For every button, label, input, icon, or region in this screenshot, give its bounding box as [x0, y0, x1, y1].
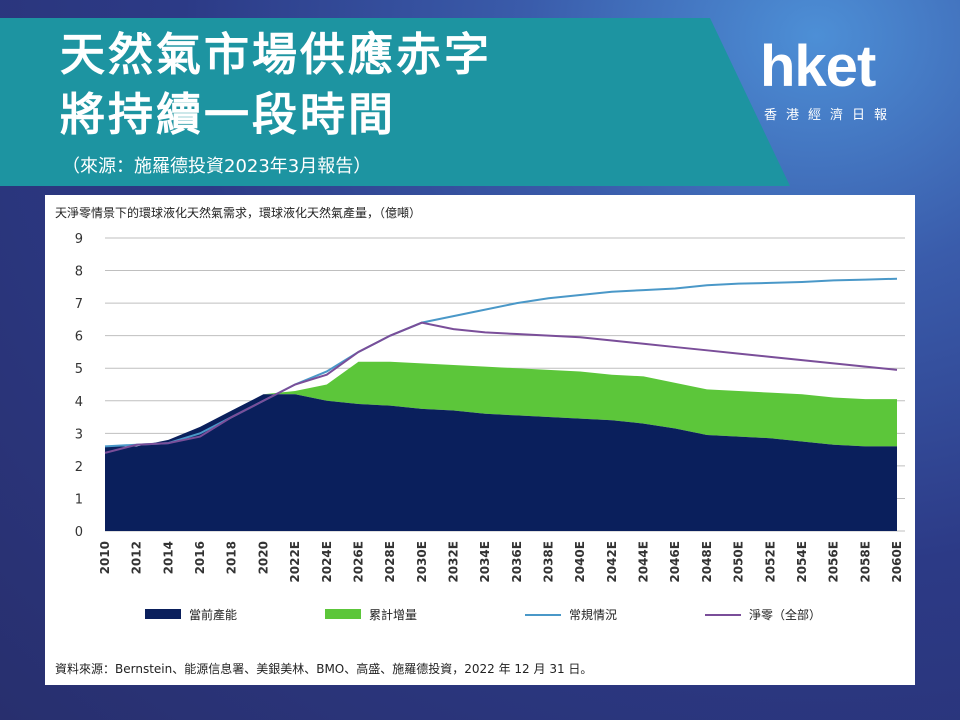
x-tick-label: 2048E — [700, 541, 714, 583]
y-tick-label: 1 — [75, 492, 83, 507]
legend-label: 常規情況 — [569, 607, 617, 622]
legend-label: 累計增量 — [369, 607, 417, 622]
x-tick-label: 2028E — [383, 541, 397, 583]
page-title-line2: 將持續一段時間 — [60, 88, 397, 141]
series-area-current-capacity — [105, 394, 897, 531]
y-tick-label: 3 — [75, 427, 83, 442]
x-tick-label: 2022E — [288, 541, 302, 583]
page-title-line1: 天然氣市場供應赤字 — [60, 28, 493, 81]
x-tick-label: 2058E — [858, 541, 872, 583]
x-tick-label: 2018 — [225, 541, 239, 574]
series-line-net-zero — [104, 321, 898, 454]
x-tick-label: 2060E — [890, 541, 904, 583]
chart-card: 天淨零情景下的環球液化天然氣需求，環球液化天然氣產量，（億噸） 9 8 7 6 5 4 3 2 1… — [45, 195, 915, 685]
chart-source-note: 資料來源：Bernstein、能源信息署、美銀美林、BMO、高盛、施羅德投資，2… — [55, 662, 593, 676]
x-tick-label: 2038E — [542, 541, 556, 583]
x-tick-label: 2012 — [130, 541, 144, 574]
hket-logo: hket 香港經濟日報 — [760, 32, 930, 132]
y-tick-label: 7 — [75, 297, 83, 312]
x-tick-label: 2054E — [795, 541, 809, 583]
x-tick-label: 2056E — [827, 541, 841, 583]
chart-plot: 天淨零情景下的環球液化天然氣需求，環球液化天然氣產量，（億噸） 9 8 7 6 5 4 3 2 1… — [55, 205, 905, 622]
source-subtitle: （來源：施羅德投資2023年3月報告） — [62, 156, 372, 177]
legend-label: 淨零（全部） — [749, 607, 821, 622]
x-tick-label: 2026E — [351, 541, 365, 583]
x-tick-label: 2016 — [193, 541, 207, 574]
y-tick-label: 0 — [75, 525, 83, 540]
series-area-cumulative — [105, 361, 897, 447]
y-tick-label: 6 — [75, 330, 83, 345]
x-tick-label: 2042E — [605, 541, 619, 583]
logo-subtext: 香港經濟日報 — [764, 108, 897, 123]
y-tick-label: 8 — [75, 265, 83, 280]
y-tick-label: 5 — [75, 362, 83, 377]
x-tick-label: 2050E — [732, 541, 746, 583]
x-tick-label: 2034E — [478, 541, 492, 583]
logo-wordmark: hket — [760, 34, 876, 99]
y-tick-label: 2 — [75, 460, 83, 475]
x-tick-label: 2024E — [320, 541, 334, 583]
chart-title: 天淨零情景下的環球液化天然氣需求，環球液化天然氣產量，（億噸） — [55, 205, 421, 220]
y-tick-label: 9 — [75, 232, 83, 247]
title-banner — [0, 18, 790, 186]
x-tick-label: 2014 — [161, 541, 175, 574]
x-tick-label: 2032E — [446, 541, 460, 583]
x-tick-label: 2046E — [668, 541, 682, 583]
legend-swatch — [325, 609, 361, 619]
x-tick-label: 2044E — [637, 541, 651, 583]
y-tick-label: 4 — [75, 395, 83, 410]
x-tick-label: 2036E — [510, 541, 524, 583]
x-tick-label: 2010 — [98, 541, 112, 574]
x-tick-label: 2040E — [573, 541, 587, 583]
x-tick-label: 2030E — [415, 541, 429, 583]
legend-label: 當前產能 — [189, 607, 237, 622]
x-tick-label: 2020 — [256, 541, 270, 574]
legend-swatch — [145, 609, 181, 619]
x-tick-label: 2052E — [763, 541, 777, 583]
